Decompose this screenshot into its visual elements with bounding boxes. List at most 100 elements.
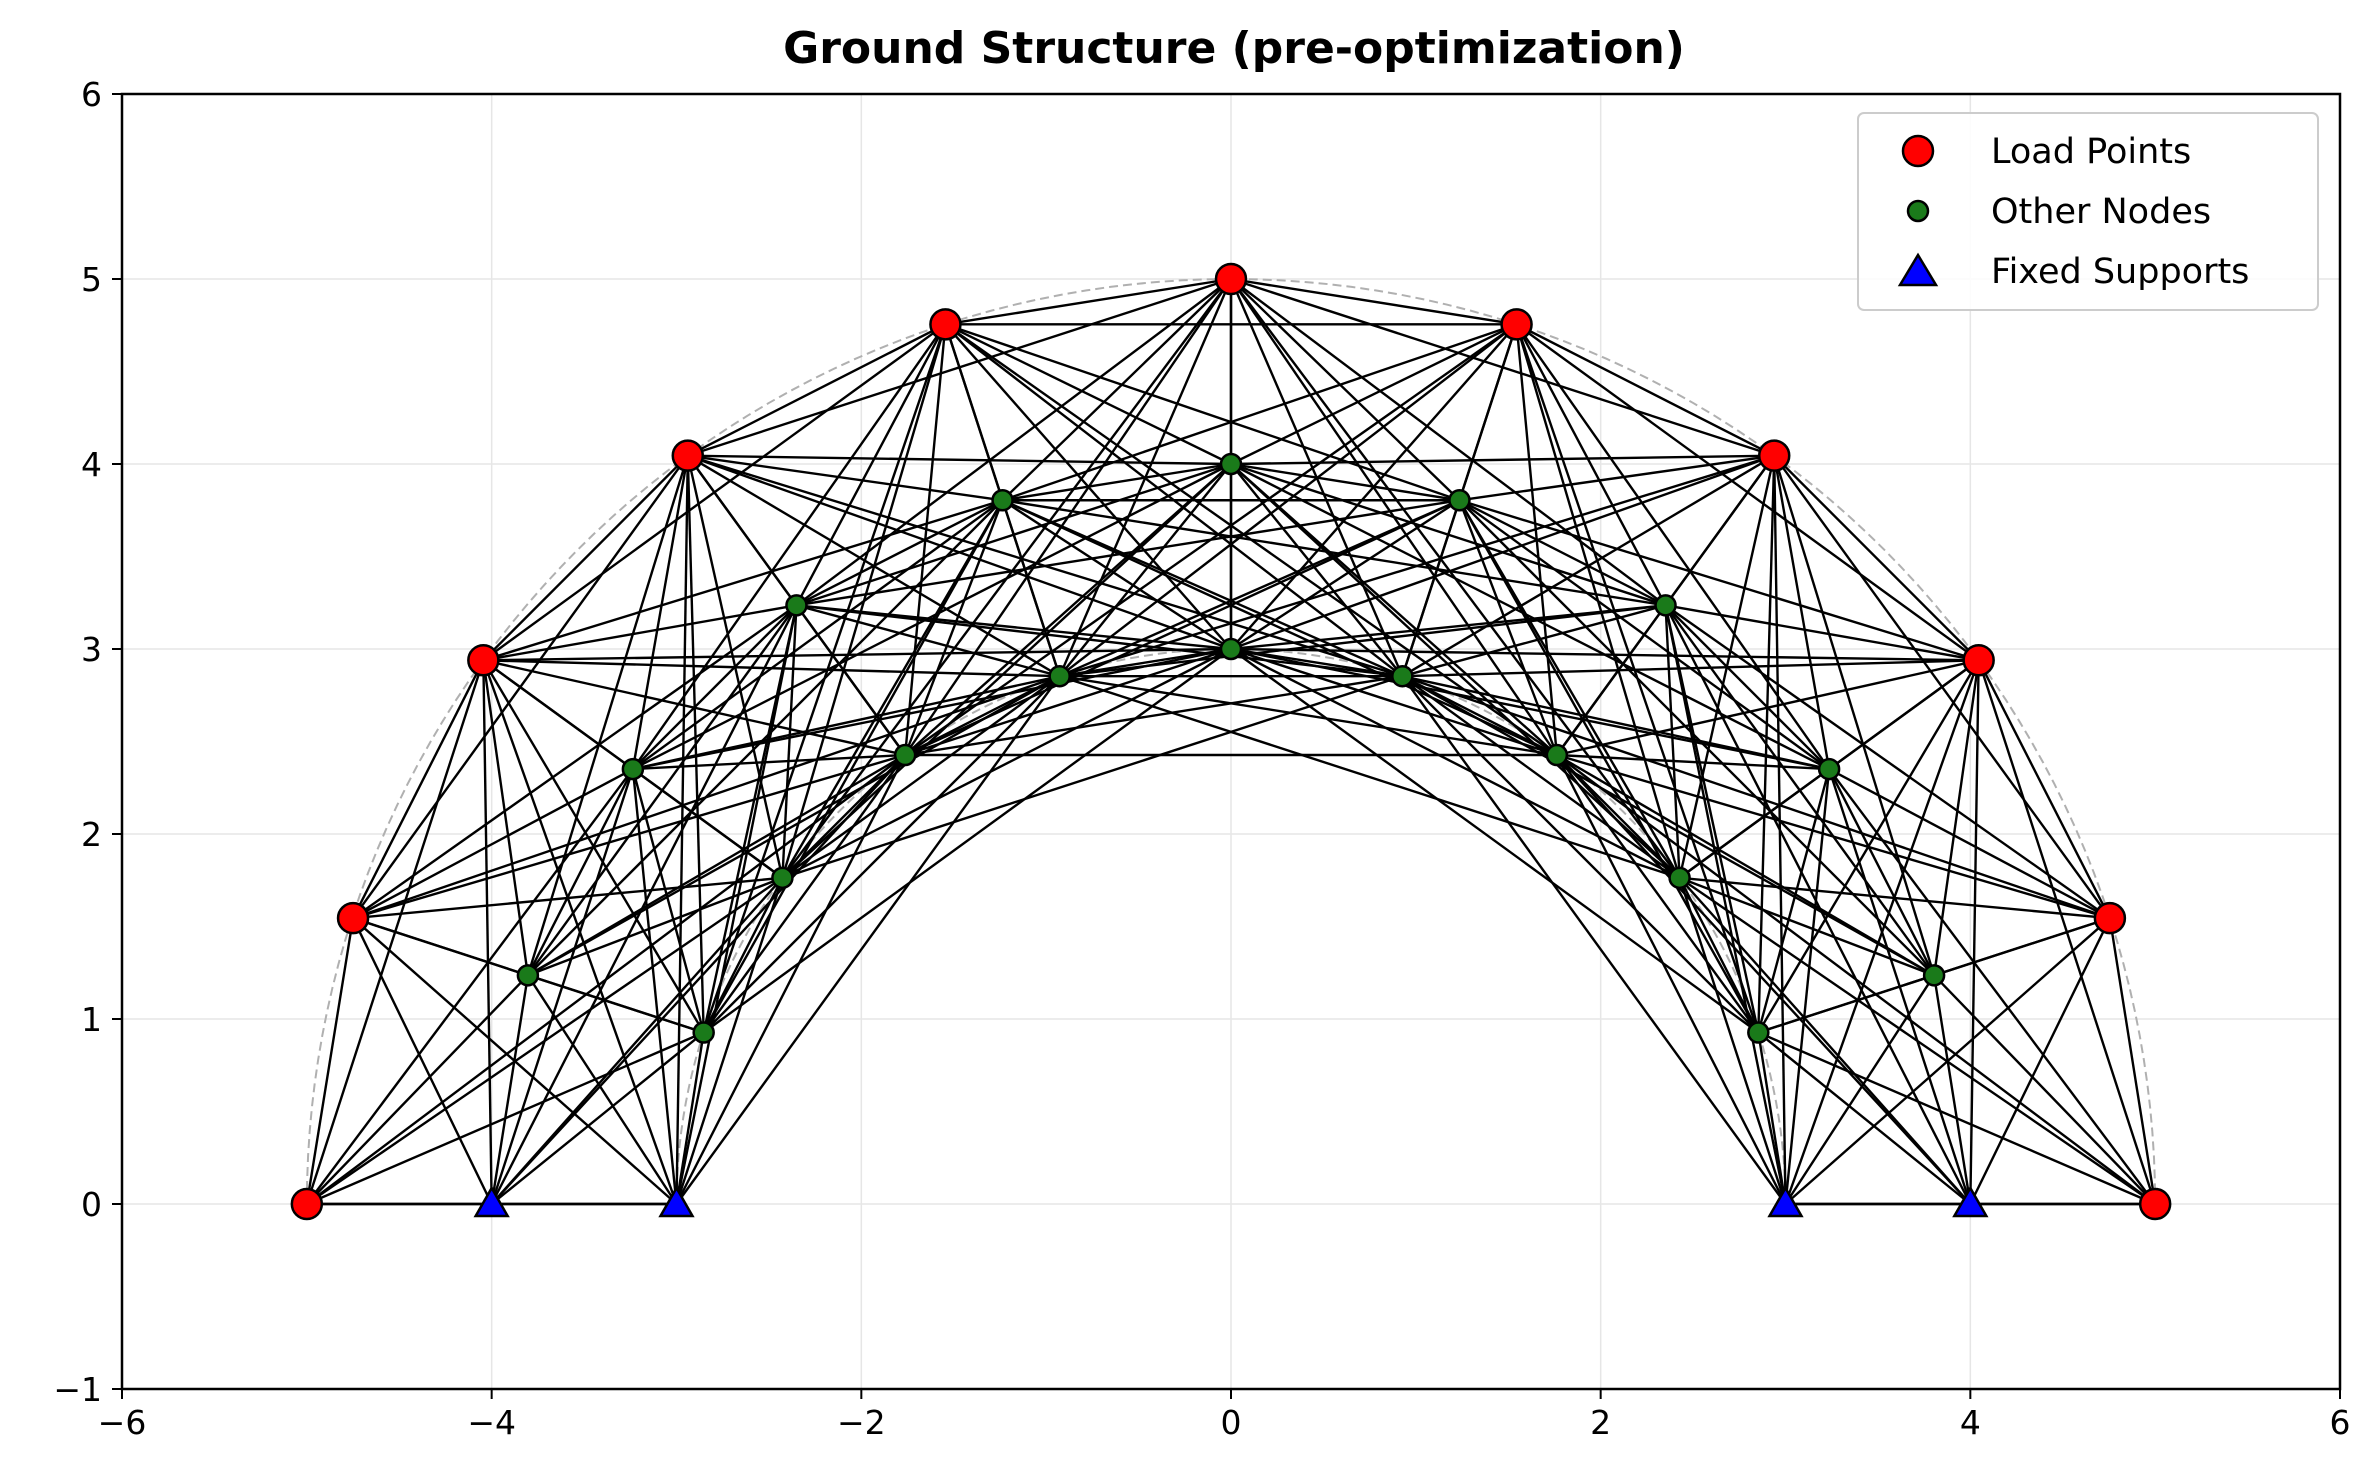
truss-member-249 — [1664, 604, 1936, 977]
legend-fixed-supports-marker — [1897, 252, 1939, 287]
truss-member-29 — [483, 604, 797, 662]
truss-member-99 — [1664, 454, 1776, 607]
truss-member-27 — [482, 660, 530, 976]
truss-member-71 — [1001, 278, 1232, 502]
truss-member-245 — [1458, 499, 1667, 607]
truss-member-115 — [1969, 660, 1980, 1205]
other-nodes-marker-12 — [991, 489, 1014, 512]
truss-member-141 — [490, 1031, 705, 1205]
truss-member-160 — [795, 604, 907, 756]
x-tick-label-1: −4 — [467, 1403, 516, 1442]
truss-member-111 — [1665, 604, 1979, 662]
y-tick-label-5: 4 — [81, 445, 102, 484]
truss-member-9 — [351, 659, 485, 919]
truss-member-15 — [352, 917, 529, 977]
truss-member-229 — [632, 604, 798, 770]
truss-member-16 — [352, 768, 634, 920]
truss-member-129 — [1828, 768, 2157, 1205]
other-nodes-marker-13 — [1219, 452, 1243, 476]
load-points-marker-10 — [2138, 1187, 2172, 1221]
other-nodes-marker-14 — [1448, 489, 1471, 512]
truss-member-61 — [1230, 277, 1517, 326]
load-points-marker-4 — [929, 308, 962, 341]
truss-member-130 — [1933, 974, 2157, 1205]
truss-member-101 — [1773, 455, 1936, 976]
truss-member-170 — [527, 675, 1061, 977]
y-tick-label-7: 6 — [81, 75, 102, 114]
legend-fixed-supports-label: Fixed Supports — [1991, 252, 2249, 292]
truss-member-251 — [1664, 604, 1972, 1205]
x-tick-label-2: −2 — [837, 1403, 886, 1442]
load-points-marker-8 — [1962, 644, 1995, 677]
truss-member-195 — [1401, 499, 1461, 677]
truss-member-208 — [1555, 754, 1787, 1205]
axis-ticks: −6 −4 −2 0 2 4 6 −1 0 1 2 3 4 5 6 — [53, 75, 2350, 1442]
other-nodes-marker-0 — [692, 1021, 715, 1044]
truss-member-244 — [1230, 462, 1830, 771]
truss-member-247 — [1458, 499, 1935, 977]
truss-member-197 — [1402, 675, 1830, 771]
truss-member-164 — [490, 754, 907, 1205]
truss-member-254 — [1827, 768, 1972, 1205]
truss-member-246 — [1458, 499, 1830, 771]
truss-member-187 — [1230, 604, 1666, 651]
legend-load-points-label: Load Points — [1991, 132, 2191, 172]
truss-member-226 — [527, 499, 1004, 977]
truss-member-237 — [490, 604, 798, 1205]
truss-member-239 — [1002, 462, 1232, 502]
load-points-marker-2 — [467, 644, 500, 677]
truss-member-233 — [631, 768, 678, 1205]
truss-member-198 — [1401, 675, 1935, 977]
truss-member-144 — [781, 675, 1061, 879]
truss-member-112 — [1828, 659, 1980, 771]
truss-member-148 — [632, 768, 784, 879]
other-nodes-marker-8 — [1747, 1021, 1770, 1044]
truss-member-218 — [1458, 499, 1760, 1034]
truss-member-182 — [632, 647, 1232, 771]
truss-member-137 — [527, 974, 705, 1034]
legend-box — [1857, 112, 2319, 311]
truss-member-113 — [1932, 660, 1980, 976]
legend-load-points-marker — [1901, 134, 1935, 168]
truss-member-241 — [1002, 499, 1666, 607]
other-nodes-marker-2 — [893, 743, 917, 767]
truss-member-140 — [702, 499, 1004, 1034]
truss-member-31 — [482, 660, 493, 1205]
truss-member-221 — [1757, 974, 1935, 1034]
truss-member-191 — [1401, 675, 1760, 1034]
truss-member-231 — [632, 462, 1232, 771]
other-nodes-marker-17 — [1922, 964, 1946, 987]
truss-members — [305, 277, 2157, 1206]
truss-member-155 — [904, 647, 1232, 757]
truss-member-116 — [2108, 917, 2157, 1205]
other-nodes-marker-4 — [1219, 637, 1243, 661]
truss-member-232 — [490, 768, 635, 1205]
truss-member-44 — [687, 454, 1003, 502]
truss-member-236 — [796, 499, 1460, 607]
truss-member-168 — [1059, 675, 1558, 757]
truss-member-230 — [632, 499, 1004, 771]
truss-member-209 — [1555, 754, 1972, 1205]
y-tick-label-4: 3 — [81, 630, 102, 669]
truss-member-234 — [795, 499, 1004, 607]
truss-member-70 — [795, 278, 1232, 607]
truss-member-207 — [1556, 753, 1935, 977]
truss-member-211 — [1230, 463, 1681, 879]
y-tick-label-2: 1 — [81, 1000, 102, 1039]
truss-member-73 — [1230, 278, 1461, 502]
truss-member-20 — [482, 454, 689, 662]
load-points-marker-5 — [1214, 262, 1248, 296]
truss-member-192 — [796, 604, 1403, 678]
truss-member-150 — [781, 499, 1004, 879]
truss-member-5 — [305, 974, 529, 1205]
legend-other-nodes-marker — [1906, 199, 1930, 223]
y-tick-label-3: 2 — [81, 815, 102, 854]
load-points-marker-0 — [290, 1187, 324, 1221]
truss-member-59 — [944, 323, 1232, 466]
legend: Load Points Other Nodes Fixed Supports — [1857, 112, 2319, 311]
y-tick-label-0: −1 — [53, 1370, 102, 1409]
truss-member-227 — [490, 975, 530, 1205]
truss-member-176 — [1059, 604, 1666, 678]
x-tick-label-6: 6 — [2330, 1403, 2351, 1442]
truss-member-42 — [631, 455, 689, 770]
